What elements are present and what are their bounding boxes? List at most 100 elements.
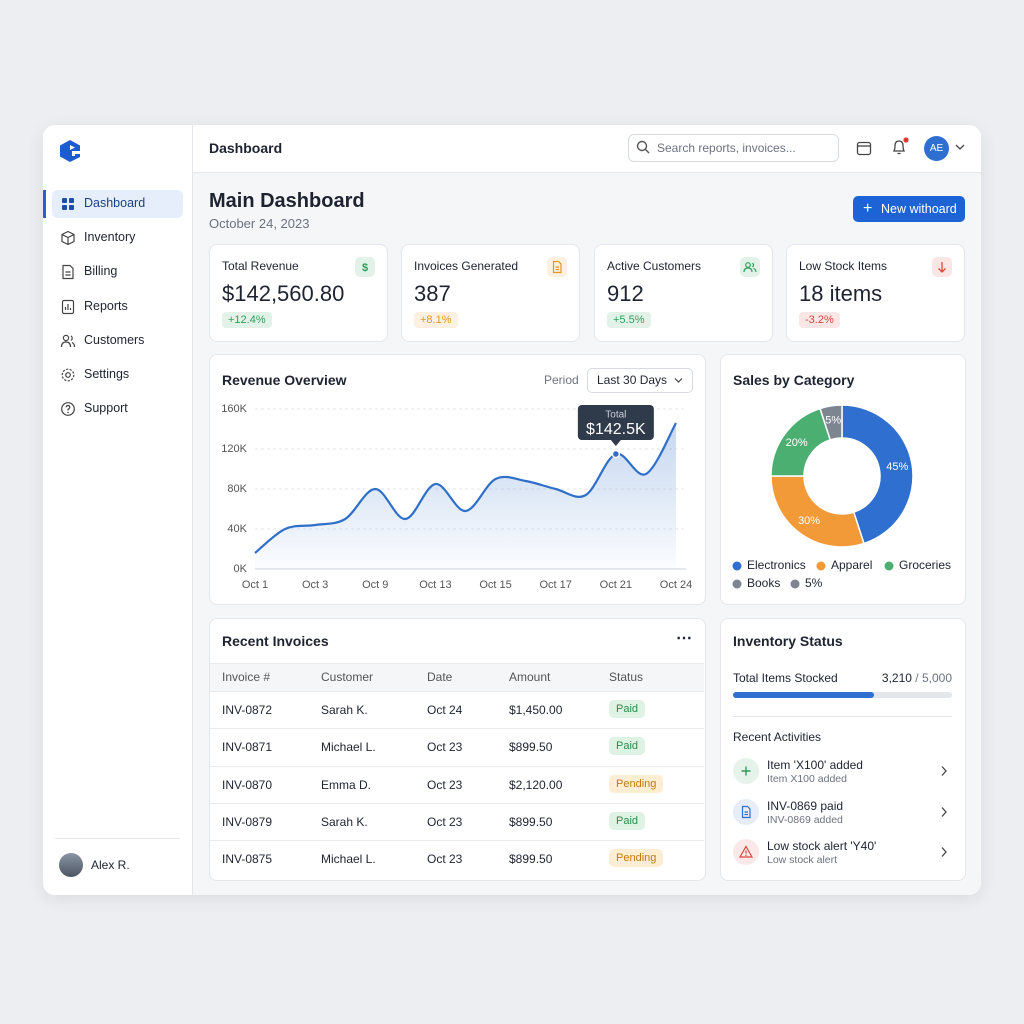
cell: $1,450.00	[509, 703, 563, 717]
stocked-value: 3,210	[881, 671, 912, 685]
column-header: Date	[427, 670, 453, 684]
pie-slice	[841, 404, 914, 545]
user-avatar[interactable]	[59, 853, 83, 877]
button-label: New withoard	[881, 202, 957, 216]
bell-icon[interactable]	[890, 137, 910, 157]
nav-icon	[61, 299, 75, 314]
nav-item[interactable]: Settings	[84, 367, 130, 381]
cell: $899.50	[509, 740, 553, 755]
slice-label: 20%	[786, 437, 808, 449]
date: October 24, 2023	[209, 216, 310, 231]
activity-icon	[741, 805, 751, 818]
topbar	[193, 125, 981, 173]
nav-item[interactable]: Billing	[84, 264, 118, 279]
activity-subtitle: Low stock alert	[767, 854, 838, 866]
nav-item[interactable]: Reports	[84, 298, 128, 313]
kpi-label: Invoices Generated	[414, 259, 519, 273]
kpi-icon: $	[362, 262, 368, 274]
stocked-count: 3,210 / 5,000	[882, 671, 952, 685]
tooltip	[577, 405, 654, 440]
line	[254, 422, 677, 554]
kpi-change: +12.4%	[222, 312, 272, 328]
kpi-card	[786, 244, 965, 342]
cell: Oct 23	[427, 740, 463, 755]
nav-item[interactable]: Inventory	[84, 230, 136, 245]
cell: Oct 23	[427, 852, 463, 867]
kpi-label: Total Revenue	[222, 259, 299, 273]
nav-icon	[61, 402, 75, 417]
new-button[interactable]: + New withoard	[853, 196, 965, 222]
chevron	[941, 766, 947, 776]
legend-swatch	[816, 561, 826, 571]
avatar[interactable]: AE	[924, 136, 949, 161]
progress-bar	[733, 692, 874, 698]
cell: INV-0870	[222, 777, 273, 792]
more-menu[interactable]: ⋯	[676, 630, 693, 647]
x-tick-label: Oct 9	[362, 579, 388, 591]
user-name: Alex R.	[91, 858, 130, 872]
chevron	[941, 847, 947, 857]
period-select[interactable]: Last 30 Days	[587, 368, 693, 393]
nav-item[interactable]: Dashboard	[84, 196, 146, 210]
activity-title[interactable]: Item 'X100' added	[767, 758, 863, 772]
cell: Michael L.	[321, 740, 376, 755]
calendar-icon[interactable]	[856, 140, 872, 156]
sidebar	[43, 125, 193, 895]
status-badge: Paid	[609, 737, 646, 756]
nav-icon	[62, 265, 74, 280]
chevron[interactable]	[955, 143, 965, 151]
nav-item[interactable]: Customers	[84, 332, 145, 347]
cell: Oct 24	[427, 703, 463, 717]
kpi-value: $142,560.80	[222, 281, 345, 306]
row-divider	[210, 802, 704, 804]
row-divider	[210, 765, 704, 767]
nav-icon	[62, 198, 74, 210]
kpi-card	[209, 244, 388, 342]
divider	[733, 716, 952, 717]
search[interactable]	[628, 134, 839, 162]
y-tick-label: 80K	[227, 483, 247, 495]
page-title: Dashboard	[209, 140, 283, 156]
kpi-label: Low Stock Items	[799, 259, 888, 273]
svg-text:$: $	[362, 262, 368, 274]
legend-label: 5%	[805, 576, 823, 590]
kpi-change: +8.1%	[414, 312, 458, 328]
y-tick-label: 160K	[221, 403, 247, 415]
capacity: 5,000	[921, 671, 952, 685]
activity-title[interactable]: INV-0869 paid	[767, 798, 844, 813]
nav-icon	[61, 368, 75, 382]
highlight-point	[611, 449, 621, 459]
legend-swatch	[790, 579, 800, 589]
inventory-card	[720, 618, 966, 881]
kpi-change: +5.5%	[607, 312, 651, 328]
legend-swatch	[732, 561, 742, 571]
revenue-chart: 0K 40K 80K 120K 160K Oct 1 Oct 3 Oct 9 Oct 13 Oct…	[221, 403, 692, 591]
cell: Oct 23	[427, 814, 463, 829]
x-tick-label: Oct 13	[419, 579, 451, 591]
slice-label: 30%	[798, 515, 820, 527]
activity-title[interactable]: Low stock alert 'Y40'	[767, 839, 877, 853]
kpi-label: Active Customers	[607, 259, 702, 273]
invoices-title: Recent Invoices	[222, 633, 329, 649]
nav-item[interactable]: Support	[84, 401, 128, 416]
y-tick-label: 0K	[234, 563, 248, 575]
stocked-label: Total Items Stocked	[733, 671, 838, 685]
heading: Main Dashboard	[209, 190, 365, 212]
activity-icon	[738, 845, 754, 858]
kpi-value: 387	[414, 281, 451, 306]
kpi-card	[401, 244, 580, 342]
cell: INV-0872	[222, 703, 273, 717]
legend-label: Groceries	[899, 558, 951, 572]
kpi-icon	[552, 260, 562, 274]
y-tick-label: 40K	[227, 523, 247, 535]
search-icon	[636, 140, 650, 154]
column-header: Status	[609, 670, 644, 684]
area	[255, 423, 676, 569]
cell: INV-0875	[222, 852, 273, 867]
kpi-value: 18 items	[799, 281, 883, 306]
table-header	[210, 663, 704, 692]
x-tick-label: Oct 3	[302, 579, 328, 591]
status-badge: Pending	[609, 774, 664, 793]
cell: INV-0879	[222, 814, 273, 829]
